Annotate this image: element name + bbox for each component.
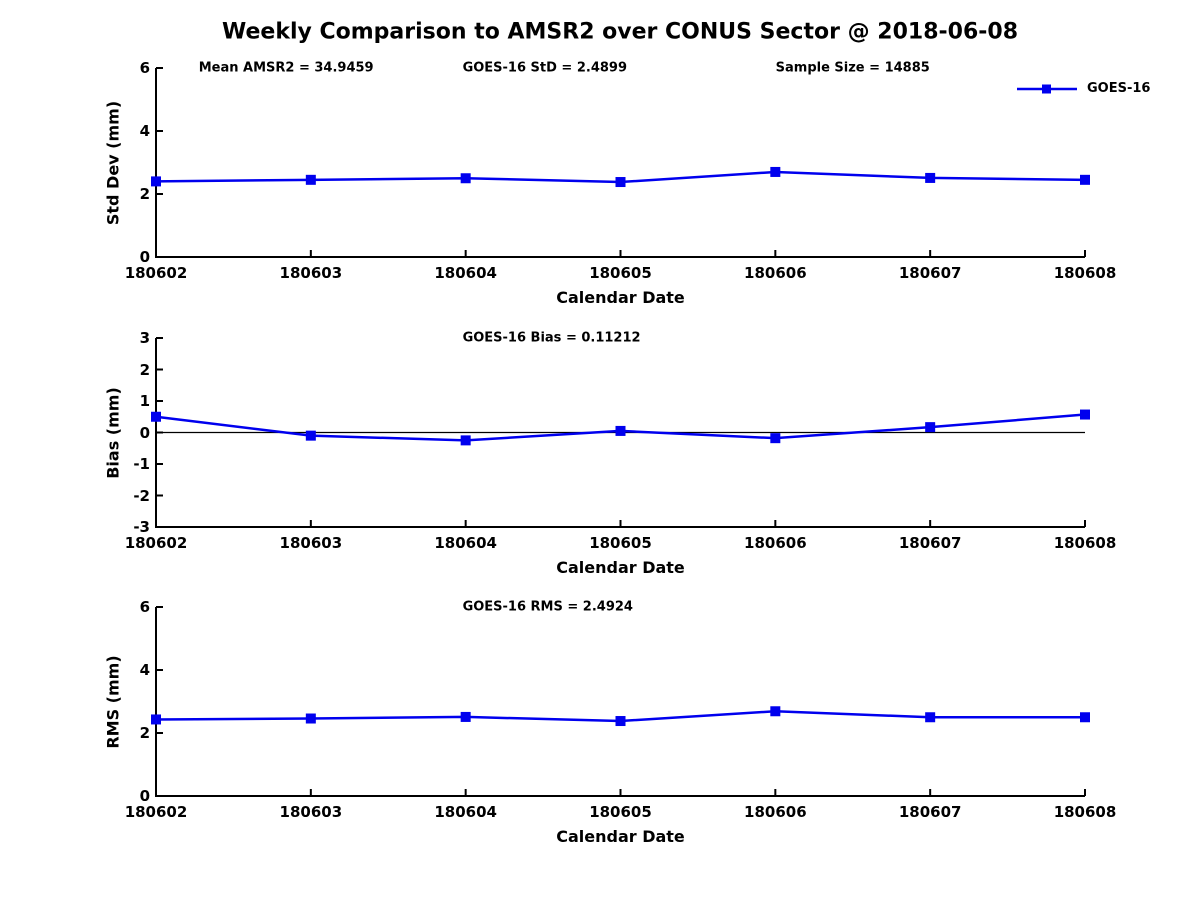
data-point-marker	[305, 174, 316, 185]
data-point-marker	[151, 411, 161, 422]
stat-annotation: Mean AMSR2 = 34.9459	[198, 60, 374, 76]
x-tick-label: 180602	[124, 534, 188, 552]
x-tick-label: 180604	[434, 264, 497, 282]
x-tick-label: 180606	[744, 264, 807, 282]
x-tick-label: 180606	[744, 803, 807, 821]
x-tick-label: 180602	[124, 264, 188, 282]
data-point-marker	[615, 177, 626, 188]
stat-annotation: GOES-16 RMS = 2.4924	[462, 599, 633, 615]
x-tick-label: 180604	[434, 803, 497, 821]
legend-label: GOES-16	[1087, 81, 1151, 96]
stat-annotation: GOES-16 Bias = 0.11212	[462, 330, 641, 346]
data-point-marker	[925, 712, 936, 723]
figure-title: Weekly Comparison to AMSR2 over CONUS Se…	[222, 19, 1018, 45]
x-tick-label: 180605	[589, 803, 652, 821]
data-point-marker	[151, 714, 161, 725]
y-tick-label: 2	[139, 185, 150, 203]
x-tick-label: 180605	[589, 264, 652, 282]
x-axis-label: Calendar Date	[556, 288, 685, 307]
data-point-marker	[305, 713, 316, 724]
y-tick-label: 3	[139, 329, 150, 347]
x-tick-label: 180606	[744, 534, 807, 552]
y-tick-label: 2	[139, 360, 150, 379]
data-point-marker	[305, 430, 316, 441]
y-tick-label: 0	[139, 423, 150, 442]
data-point-marker	[1080, 174, 1090, 185]
x-axis-label: Calendar Date	[556, 558, 685, 577]
data-point-marker	[925, 422, 936, 433]
axis-spines	[155, 607, 1085, 797]
x-tick-label: 180607	[898, 803, 962, 821]
data-point-marker	[770, 433, 781, 444]
y-tick-label: -3	[133, 518, 150, 536]
data-point-marker	[770, 706, 781, 717]
y-tick-label: 1	[139, 392, 150, 410]
y-tick-label: 0	[139, 787, 150, 805]
data-point-marker	[615, 425, 626, 436]
x-tick-label: 180603	[279, 803, 343, 821]
y-tick-label: -1	[133, 455, 150, 473]
x-tick-label: 180608	[1053, 534, 1117, 552]
x-tick-label: 180603	[279, 534, 343, 552]
data-point-marker	[615, 716, 626, 727]
data-point-marker	[460, 435, 471, 446]
data-point-marker	[925, 172, 936, 183]
y-tick-label: -2	[133, 486, 150, 505]
x-tick-label: 180607	[898, 264, 962, 282]
x-tick-label: 180603	[279, 264, 343, 282]
y-axis-label: Std Dev (mm)	[103, 100, 123, 225]
y-axis-label: RMS (mm)	[103, 654, 123, 749]
stat-annotation: Sample Size = 14885	[775, 60, 930, 76]
x-tick-label: 180607	[898, 534, 962, 552]
x-tick-label: 180604	[434, 534, 497, 552]
data-point-marker	[460, 711, 471, 722]
x-tick-label: 180602	[124, 803, 188, 821]
x-tick-label: 180608	[1053, 803, 1117, 821]
legend-line-icon	[1017, 84, 1077, 93]
data-point-marker	[460, 173, 471, 184]
data-point-marker	[151, 176, 161, 187]
x-tick-label: 180605	[589, 534, 652, 552]
y-tick-label: 6	[139, 59, 150, 77]
data-point-marker	[1080, 712, 1090, 723]
y-tick-label: 0	[139, 248, 150, 266]
y-tick-label: 6	[139, 598, 150, 616]
x-tick-label: 180608	[1053, 264, 1117, 282]
legend: GOES-16	[1016, 81, 1150, 96]
stat-annotation: GOES-16 StD = 2.4899	[462, 60, 628, 76]
data-point-marker	[1080, 409, 1090, 420]
y-axis-label: Bias (mm)	[103, 386, 123, 479]
data-point-marker	[770, 166, 781, 177]
x-axis-label: Calendar Date	[556, 827, 685, 846]
axis-spines	[155, 68, 1085, 258]
y-tick-label: 2	[139, 724, 150, 742]
y-tick-label: 4	[139, 661, 150, 679]
y-tick-label: 4	[139, 122, 150, 140]
